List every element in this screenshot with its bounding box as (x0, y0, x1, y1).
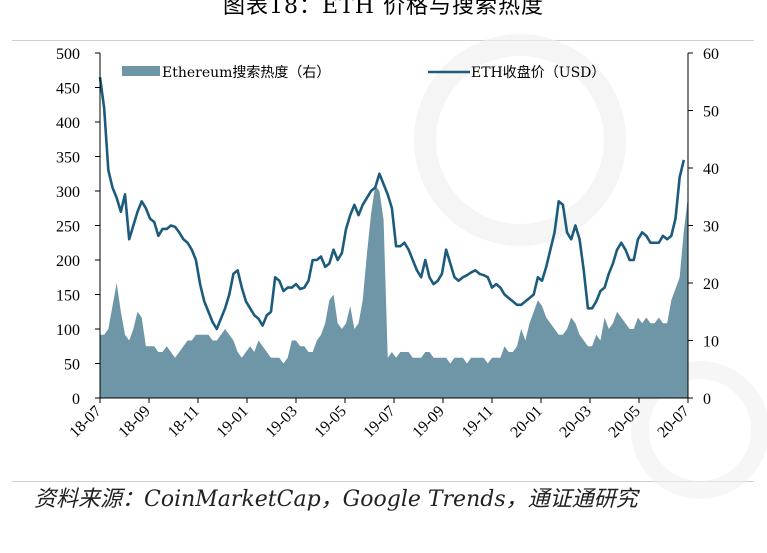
y-right-tick-label: 60 (703, 46, 719, 63)
y-right-tick-label: 20 (703, 276, 719, 293)
y-right-tick-label: 50 (703, 104, 719, 121)
eth-price-line (98, 76, 686, 331)
chart-frame (12, 40, 754, 482)
x-tick-label: 18-09 (115, 403, 153, 441)
chart-title: 图表18：ETH 价格与搜索热度 (223, 0, 544, 19)
x-tick-label: 19-07 (360, 403, 398, 441)
legend-label-search: Ethereum搜索热度（右） (162, 64, 330, 81)
y-left-tick-label: 50 (64, 357, 80, 374)
legend-swatch-search (122, 66, 160, 76)
y-right-tick-label: 10 (703, 334, 719, 351)
x-tick-label: 19-11 (459, 403, 497, 441)
x-tick-label: 20-07 (654, 403, 692, 441)
search-interest-area (100, 185, 688, 398)
x-tick-label: 19-09 (409, 403, 447, 441)
y-left-tick-label: 300 (56, 184, 80, 201)
x-tick-label: 19-01 (213, 403, 251, 441)
x-tick-label: 20-01 (507, 403, 545, 441)
y-left-tick-label: 100 (56, 322, 80, 339)
y-right-tick-label: 40 (703, 161, 719, 178)
y-left-tick-label: 400 (56, 115, 80, 132)
x-tick-label: 19-03 (262, 403, 300, 441)
y-left-tick-label: 150 (56, 288, 80, 305)
y-right-tick-label: 0 (703, 391, 711, 408)
y-right-tick-label: 30 (703, 219, 719, 236)
y-left-tick-label: 500 (56, 46, 80, 63)
watermark-logo (414, 34, 767, 499)
y-left-tick-label: 200 (56, 253, 80, 270)
y-left-tick-label: 250 (56, 219, 80, 236)
y-left-tick-label: 0 (72, 391, 80, 408)
source-note: 资料来源：CoinMarketCap，Google Trends，通证通研究 (34, 487, 638, 512)
x-tick-label: 20-03 (556, 403, 594, 441)
legend-label-price: ETH收盘价（USD） (471, 64, 605, 81)
x-tick-label: 18-11 (165, 403, 203, 441)
y-left-tick-label: 350 (56, 150, 80, 167)
y-left-tick-label: 450 (56, 81, 80, 98)
x-tick-label: 19-05 (311, 403, 349, 441)
x-tick-label: 18-07 (66, 403, 104, 441)
